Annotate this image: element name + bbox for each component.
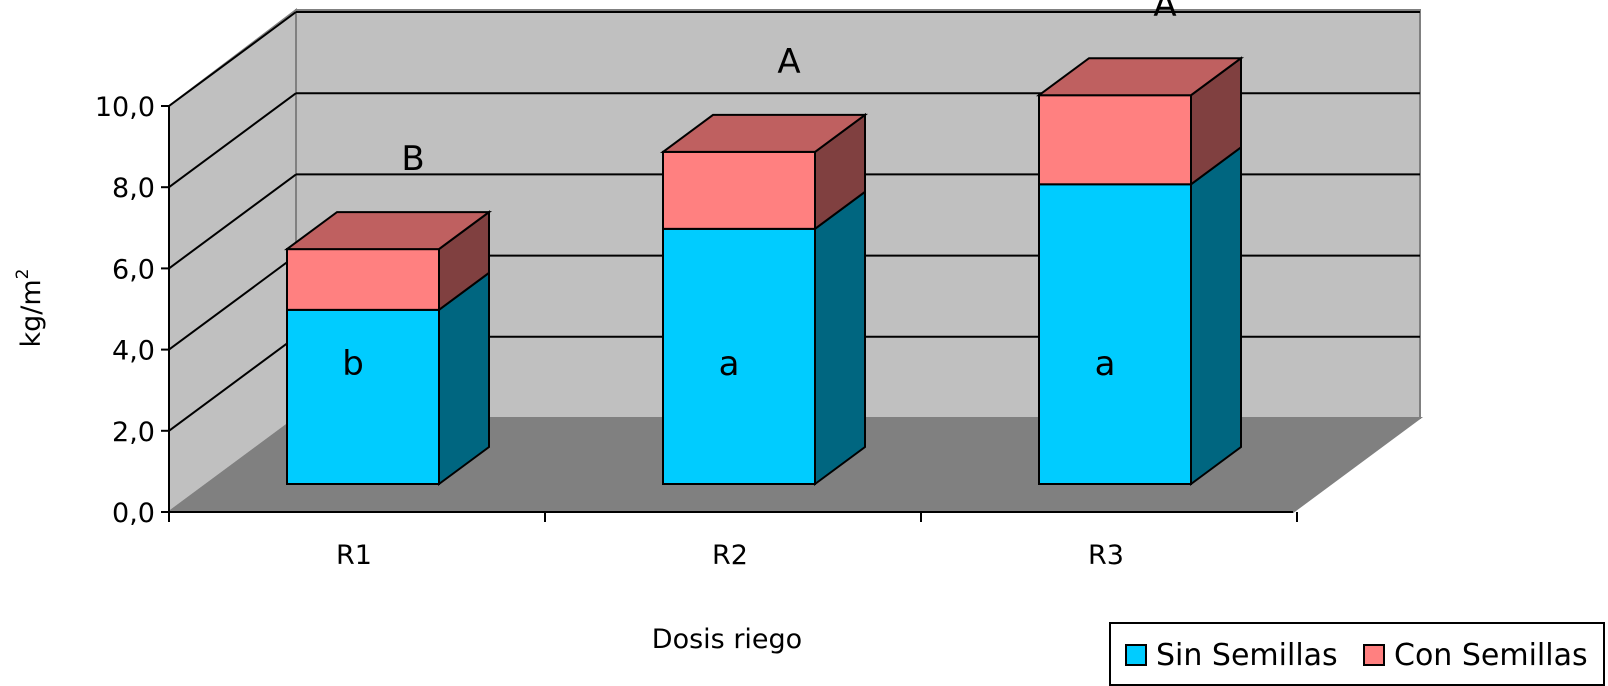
bar-r2-con-semillas — [662, 150, 816, 230]
bar-top-r2-con-semillas — [659, 113, 869, 153]
bar-r1-con-semillas — [286, 248, 440, 311]
annotation-base-r1: b — [342, 344, 364, 384]
y-tick-label: 4,0 — [112, 336, 155, 367]
bar-top-r1-con-semillas — [283, 211, 493, 251]
axes — [168, 106, 1298, 522]
y-tick-labels: 0,0 2,0 4,0 6,0 8,0 10,0 — [95, 92, 169, 529]
y-tick-label: 6,0 — [112, 254, 155, 285]
legend-label-con-semillas: Con Semillas — [1394, 638, 1588, 673]
annotation-total-r2: A — [777, 42, 800, 82]
legend-swatch-con-semillas — [1363, 644, 1385, 666]
y-tick-label: 2,0 — [112, 417, 155, 448]
gridline-side — [168, 254, 297, 351]
bar-r2-sin-semillas — [662, 227, 816, 485]
gridline-side — [168, 92, 297, 189]
annotation-base-r2: a — [719, 344, 740, 384]
legend-swatch-sin-semillas — [1125, 644, 1147, 666]
annotations: Bb Aa Aa — [342, 0, 1176, 384]
y-axis-label: kg/m2 — [13, 268, 47, 347]
y-tick-label: 10,0 — [95, 92, 155, 123]
y-tick-label: 8,0 — [112, 173, 155, 204]
legend-box — [1109, 622, 1605, 686]
gridline-side — [168, 11, 297, 107]
annotation-total-r3: A — [1153, 0, 1176, 25]
annotation-base-r3: a — [1095, 344, 1116, 384]
y-tick-label: 0,0 — [112, 498, 155, 529]
legend-label-sin-semillas: Sin Semillas — [1156, 638, 1338, 673]
bar-top-r3-con-semillas — [1035, 57, 1245, 97]
category-label-r2: R2 — [712, 540, 748, 571]
bar-r3-con-semillas — [1038, 94, 1192, 186]
category-label-r3: R3 — [1088, 540, 1124, 571]
category-labels: R1 R2 R3 — [336, 540, 1124, 571]
bar-r1-sin-semillas — [286, 308, 440, 485]
annotation-total-r1: B — [401, 139, 424, 179]
legend: Sin Semillas Con Semillas — [1109, 622, 1605, 686]
gridline-side — [168, 173, 297, 270]
x-axis-label: Dosis riego — [652, 624, 802, 655]
bar-r3-sin-semillas — [1038, 183, 1192, 486]
gridline-side — [168, 335, 297, 432]
bars — [283, 56, 1245, 486]
category-label-r1: R1 — [336, 540, 372, 571]
bar-side-r2-sin-semillas — [814, 189, 866, 486]
bar-side-r3-sin-semillas — [1190, 145, 1242, 486]
